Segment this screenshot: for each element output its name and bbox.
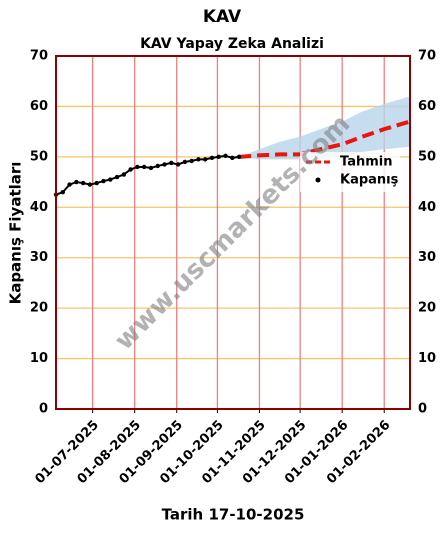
y-tick-label: 10 xyxy=(30,351,48,366)
price-point xyxy=(202,157,208,162)
price-point xyxy=(223,153,228,159)
legend-box xyxy=(300,152,400,192)
legend-label: Kapanış xyxy=(340,173,399,188)
price-point xyxy=(101,178,106,184)
price-point xyxy=(230,155,235,161)
price-point xyxy=(74,179,79,185)
plot-frame xyxy=(55,55,411,410)
price-point xyxy=(148,165,154,171)
price-point xyxy=(175,162,181,167)
forecast-line xyxy=(238,119,411,159)
y-tick-label: 50 xyxy=(30,149,48,164)
price-point xyxy=(114,174,120,180)
price-point xyxy=(108,177,113,182)
price-point xyxy=(182,159,188,165)
price-point xyxy=(209,155,215,161)
price-point xyxy=(169,160,174,166)
y-tick-label: 60 xyxy=(30,99,48,114)
y-tick-label: 0 xyxy=(39,402,48,417)
price-point xyxy=(135,164,140,170)
price-point xyxy=(80,180,86,186)
y-axis-label: Kapanış Fiyatları xyxy=(7,162,25,305)
y-tick-label: 30 xyxy=(30,250,48,265)
price-point xyxy=(67,182,72,187)
x-axis-label: Tarih 17-10-2025 xyxy=(162,506,305,524)
y-tick-label: 50 xyxy=(418,149,436,164)
price-point xyxy=(121,172,127,177)
y-tick-label: 20 xyxy=(418,301,436,316)
y-tick-label: 70 xyxy=(418,49,436,64)
confidence-band xyxy=(239,96,410,160)
price-point xyxy=(216,154,221,160)
price-point xyxy=(128,167,133,172)
price-point xyxy=(189,158,194,164)
legend-swatch xyxy=(315,177,321,183)
y-tick-label: 10 xyxy=(418,351,436,366)
y-tick-label: 20 xyxy=(30,301,48,316)
watermark: www.uscmarkets.com xyxy=(109,109,356,356)
y-tick-label: 30 xyxy=(418,250,436,265)
legend-label: Tahmin xyxy=(340,155,392,170)
price-point xyxy=(94,180,99,186)
price-point xyxy=(141,164,147,170)
price-point xyxy=(155,163,160,169)
price-point xyxy=(236,154,242,160)
price-point xyxy=(60,189,65,195)
y-tick-label: 60 xyxy=(418,99,436,114)
chart-title: KAV xyxy=(203,7,242,27)
y-tick-label: 0 xyxy=(418,402,427,417)
y-tick-label: 40 xyxy=(418,200,436,215)
price-point xyxy=(196,157,201,162)
chart-subtitle: KAV Yapay Zeka Analizi xyxy=(140,36,324,52)
y-tick-label: 70 xyxy=(30,49,48,64)
price-point xyxy=(162,162,167,167)
y-tick-label: 40 xyxy=(30,200,48,215)
price-point xyxy=(87,182,93,187)
price-line xyxy=(55,154,240,196)
